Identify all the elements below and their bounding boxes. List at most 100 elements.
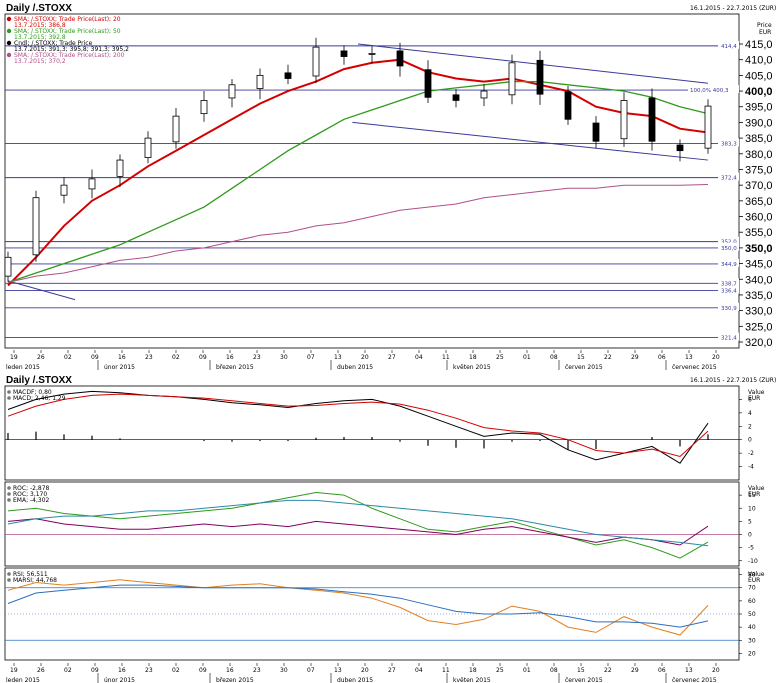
level-label: 338,7	[721, 281, 737, 287]
lower-trend-line	[352, 121, 709, 161]
day-tick-label: 09	[199, 667, 207, 674]
price-label: Price	[757, 22, 772, 29]
level-label-bg	[718, 278, 739, 287]
day-tick-label: 11	[442, 667, 450, 674]
day-tick-label: 26	[37, 354, 45, 361]
day-tick-label: 20	[361, 354, 369, 361]
day-tick-label: 01	[523, 354, 531, 361]
month-label: červenec 2015	[672, 677, 717, 683]
day-tick-label: 16	[118, 354, 126, 361]
legend-value: 13.7.2015; 391,3; 395,8; 391,3; 395,2	[14, 46, 129, 53]
day-tick-label: 29	[631, 667, 639, 674]
date-axis-top: 19 26 02 09 16 23 02 09 16 23 30 07 13 20 27 04 11 18 25 01…	[6, 350, 720, 371]
day-tick-label: 23	[253, 354, 261, 361]
indicator-tick-label: 60	[748, 598, 756, 605]
month-label: červen 2015	[565, 677, 603, 683]
candle-body	[592, 122, 600, 142]
panel-legend-entry: MACDF; 0,80	[13, 389, 52, 396]
indicator-line	[7, 393, 709, 458]
day-tick-label: 25	[496, 667, 504, 674]
day-tick-label: 13	[685, 354, 693, 361]
indicator-tick-label: 70	[748, 585, 756, 592]
day-tick-label: 06	[658, 354, 666, 361]
legend-value: 13.7.2015; 392,8	[14, 34, 66, 41]
panel-legend-entry: RSI; 56,511	[13, 571, 48, 578]
level-label: 100,0% 400,3	[690, 88, 729, 94]
price-tick-label: 325,0	[745, 321, 773, 333]
price-tick-label: 385,0	[745, 133, 773, 145]
month-label: květen 2015	[453, 677, 491, 683]
day-tick-label: 16	[118, 667, 126, 674]
panel-legend-swatch	[7, 390, 11, 394]
level-label: 383,3	[721, 141, 737, 147]
indicator-line	[7, 579, 709, 636]
day-tick-label: 25	[496, 354, 504, 361]
panel-currency-label: EUR	[748, 395, 760, 402]
day-tick-label: 23	[253, 667, 261, 674]
price-tick-label: 345,0	[745, 259, 773, 271]
month-label: únor 2015	[104, 677, 135, 683]
price-tick-label: 400,0	[745, 86, 773, 98]
day-tick-label: 27	[388, 667, 396, 674]
price-panel-frame	[4, 13, 740, 349]
level-label-bg	[718, 302, 739, 311]
level-label: 344,9	[721, 262, 737, 268]
price-tick-label: 330,0	[745, 306, 773, 318]
level-label: 414,4	[721, 44, 737, 50]
panel-frame	[4, 385, 740, 481]
price-tick-label: 390,0	[745, 117, 773, 129]
indicator-date-range: 16.1.2015 - 22.7.2015 (ZUR)	[690, 377, 776, 384]
day-tick-label: 07	[307, 354, 315, 361]
candle-body	[60, 184, 68, 196]
currency-label: EUR	[759, 29, 771, 36]
candle-body	[116, 159, 124, 177]
legend-entry: Cndl; /.STOXX; Trade Price	[14, 40, 93, 47]
sma200-line	[7, 184, 709, 283]
indicator-tick-label: 10	[748, 505, 756, 512]
month-label: leden 2015	[6, 677, 40, 683]
level-label-bg	[718, 138, 739, 147]
candle-body	[200, 100, 208, 115]
indicator-tick-label: 0	[748, 532, 752, 539]
legend-swatch	[6, 28, 12, 34]
candle-body	[4, 256, 12, 277]
indicator-tick-label: 5	[748, 518, 752, 525]
day-tick-label: 06	[658, 667, 666, 674]
candle-body	[508, 62, 516, 96]
candle-body	[144, 137, 152, 158]
price-tick-label: 360,0	[745, 212, 773, 224]
price-tick-label: 415,0	[745, 39, 773, 51]
day-tick-label: 02	[64, 354, 72, 361]
candle-body	[396, 50, 404, 67]
candle-body	[256, 74, 264, 89]
candle-body	[424, 69, 432, 98]
day-tick-label: 02	[172, 354, 180, 361]
price-tick-label: 335,0	[745, 290, 773, 302]
day-tick-label: 15	[577, 354, 585, 361]
day-tick-label: 30	[280, 667, 288, 674]
panel-legend-swatch	[7, 498, 11, 502]
level-label: 350,0	[721, 246, 737, 252]
candle-body	[172, 115, 180, 143]
candle-body	[32, 197, 40, 256]
candle-body	[452, 94, 460, 101]
day-tick-label: 16	[226, 354, 234, 361]
date-axis-bottom: 19 26 02 09 16 23 02 09 16 23 30 07 13 20 27 04 11 18 25 01…	[6, 663, 720, 683]
price-tick-label: 340,0	[745, 274, 773, 286]
candle-body	[620, 100, 628, 140]
panel-currency-label: EUR	[748, 577, 760, 584]
price-tick-label: 405,0	[745, 70, 773, 82]
day-tick-label: 23	[145, 667, 153, 674]
day-tick-label: 07	[307, 667, 315, 674]
day-tick-label: 20	[361, 667, 369, 674]
panel-legend-entry: ROC; -2,878	[13, 485, 50, 492]
price-tick-label: 320,0	[745, 337, 773, 349]
level-label: 352,0	[721, 240, 737, 246]
indicator-tick-label: 0	[748, 437, 752, 444]
candle-body	[648, 97, 656, 142]
day-tick-label: 22	[604, 354, 612, 361]
indicator-line	[7, 390, 709, 464]
day-tick-label: 13	[685, 667, 693, 674]
